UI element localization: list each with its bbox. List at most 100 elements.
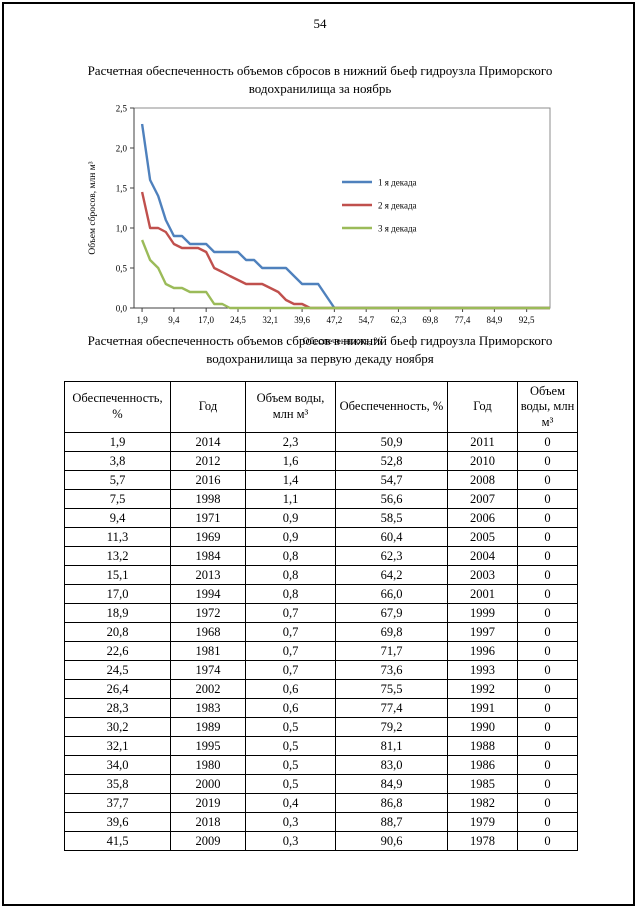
- svg-text:3 я декада: 3 я декада: [378, 224, 417, 234]
- table-cell: 1990: [447, 717, 518, 737]
- svg-text:0,0: 0,0: [116, 304, 128, 314]
- table-cell: 88,7: [335, 812, 448, 832]
- table-cell: 39,6: [64, 812, 171, 832]
- table-cell: 1978: [447, 831, 518, 851]
- table-cell: 41,5: [64, 831, 171, 851]
- table-cell: 13,2: [64, 546, 171, 566]
- table-cell: 79,2: [335, 717, 448, 737]
- header-obem-vody-2: Объем воды, млн м³: [517, 381, 578, 433]
- table-cell: 0,5: [245, 774, 336, 794]
- table-cell: 1982: [447, 793, 518, 813]
- table-cell: 32,1: [64, 736, 171, 756]
- svg-text:Обеспеченность, %: Обеспеченность, %: [303, 336, 382, 347]
- header-god-2: Год: [447, 381, 518, 433]
- table-cell: 0: [517, 679, 578, 699]
- table-row: 9,4 1971 0,9 58,5 2006 0: [64, 508, 578, 528]
- table-cell: 1971: [170, 508, 246, 528]
- table-cell: 20,8: [64, 622, 171, 642]
- table-cell: 0: [517, 660, 578, 680]
- svg-text:32,1: 32,1: [262, 315, 278, 325]
- table-cell: 1997: [447, 622, 518, 642]
- table-cell: 83,0: [335, 755, 448, 775]
- table-cell: 0,6: [245, 698, 336, 718]
- chart-area: 0,0 0,5 1,0 1,5 2,0 2,5 1,9 9,4 17,0 24,5 32,1 39,6…: [84, 98, 564, 350]
- table-cell: 90,6: [335, 831, 448, 851]
- table-cell: 2000: [170, 774, 246, 794]
- table-cell: 2012: [170, 451, 246, 471]
- table-cell: 2003: [447, 565, 518, 585]
- table-row: 39,6 2018 0,3 88,7 1979 0: [64, 812, 578, 832]
- table-cell: 1994: [170, 584, 246, 604]
- table-cell: 60,4: [335, 527, 448, 547]
- line-chart: 0,0 0,5 1,0 1,5 2,0 2,5 1,9 9,4 17,0 24,5 32,1 39,6…: [87, 104, 551, 347]
- table-cell: 1980: [170, 755, 246, 775]
- table-cell: 1984: [170, 546, 246, 566]
- table-cell: 1,1: [245, 489, 336, 509]
- table-cell: 2013: [170, 565, 246, 585]
- table-cell: 0: [517, 641, 578, 661]
- table-cell: 0: [517, 736, 578, 756]
- table-row: 26,4 2002 0,6 75,5 1992 0: [64, 679, 578, 699]
- table-cell: 0: [517, 565, 578, 585]
- table-cell: 0,7: [245, 603, 336, 623]
- svg-text:54,7: 54,7: [358, 315, 374, 325]
- table-cell: 1969: [170, 527, 246, 547]
- table-body: 1,9 2014 2,3 50,9 2011 0 3,8 2012 1,6 52,8 2010 0 5,…: [64, 432, 578, 851]
- svg-text:0,5: 0,5: [116, 264, 128, 274]
- table-cell: 77,4: [335, 698, 448, 718]
- table-cell: 0: [517, 774, 578, 794]
- table-cell: 30,2: [64, 717, 171, 737]
- table-cell: 24,5: [64, 660, 171, 680]
- table-cell: 0,5: [245, 717, 336, 737]
- table-cell: 1,9: [64, 432, 171, 452]
- table-cell: 66,0: [335, 584, 448, 604]
- table-cell: 0,7: [245, 660, 336, 680]
- table-cell: 1988: [447, 736, 518, 756]
- table-cell: 1972: [170, 603, 246, 623]
- table-cell: 3,8: [64, 451, 171, 471]
- table-cell: 62,3: [335, 546, 448, 566]
- table-cell: 2002: [170, 679, 246, 699]
- table-row: 34,0 1980 0,5 83,0 1986 0: [64, 755, 578, 775]
- table-cell: 1989: [170, 717, 246, 737]
- table-cell: 2009: [170, 831, 246, 851]
- table-row: 1,9 2014 2,3 50,9 2011 0: [64, 432, 578, 452]
- svg-text:39,6: 39,6: [294, 315, 310, 325]
- table-cell: 0,7: [245, 641, 336, 661]
- table-cell: 50,9: [335, 432, 448, 452]
- table-cell: 84,9: [335, 774, 448, 794]
- table-row: 15,1 2013 0,8 64,2 2003 0: [64, 565, 578, 585]
- table-cell: 67,9: [335, 603, 448, 623]
- svg-text:2,5: 2,5: [116, 104, 128, 114]
- table-cell: 71,7: [335, 641, 448, 661]
- svg-text:47,2: 47,2: [326, 315, 342, 325]
- table-cell: 1968: [170, 622, 246, 642]
- table-cell: 1985: [447, 774, 518, 794]
- svg-text:69,8: 69,8: [422, 315, 438, 325]
- table-cell: 7,5: [64, 489, 171, 509]
- header-obespechennost-2: Обеспеченность, %: [335, 381, 448, 433]
- table-cell: 2018: [170, 812, 246, 832]
- table-cell: 0: [517, 451, 578, 471]
- table-cell: 1993: [447, 660, 518, 680]
- table-cell: 2014: [170, 432, 246, 452]
- table-row: 18,9 1972 0,7 67,9 1999 0: [64, 603, 578, 623]
- table-cell: 26,4: [64, 679, 171, 699]
- table-cell: 1995: [170, 736, 246, 756]
- table-cell: 2007: [447, 489, 518, 509]
- table-cell: 34,0: [64, 755, 171, 775]
- data-table: Обеспеченность, % Год Объем воды, млн м³…: [64, 381, 578, 851]
- table-cell: 0: [517, 508, 578, 528]
- svg-text:Объем сбросов, млн м³: Объем сбросов, млн м³: [87, 161, 98, 254]
- table-cell: 2016: [170, 470, 246, 490]
- table-cell: 0: [517, 432, 578, 452]
- table-cell: 1986: [447, 755, 518, 775]
- svg-text:84,9: 84,9: [487, 315, 503, 325]
- table-cell: 2,3: [245, 432, 336, 452]
- table-row: 35,8 2000 0,5 84,9 1985 0: [64, 774, 578, 794]
- svg-text:62,3: 62,3: [391, 315, 407, 325]
- table-cell: 1979: [447, 812, 518, 832]
- svg-text:9,4: 9,4: [168, 315, 180, 325]
- table-cell: 15,1: [64, 565, 171, 585]
